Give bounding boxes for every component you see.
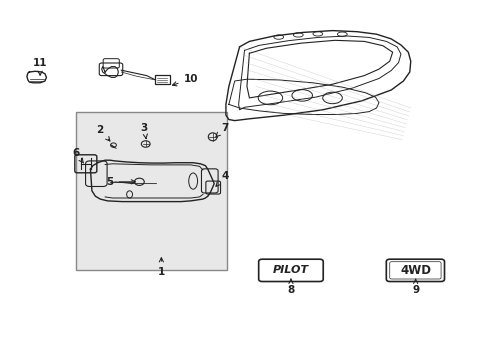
Text: 3: 3 xyxy=(141,123,147,139)
Text: 1: 1 xyxy=(158,258,164,277)
Text: 2: 2 xyxy=(97,125,110,141)
Text: 4: 4 xyxy=(216,171,228,186)
Text: 5: 5 xyxy=(106,177,135,187)
FancyBboxPatch shape xyxy=(76,112,227,270)
Text: 6: 6 xyxy=(72,148,83,163)
Text: 9: 9 xyxy=(411,279,418,295)
Polygon shape xyxy=(27,71,46,83)
Text: 11: 11 xyxy=(33,58,47,75)
Text: 8: 8 xyxy=(287,279,294,295)
Polygon shape xyxy=(246,40,392,98)
Text: PILOT: PILOT xyxy=(272,265,308,275)
Text: 4WD: 4WD xyxy=(399,264,430,277)
Text: 10: 10 xyxy=(172,74,198,86)
Text: 7: 7 xyxy=(216,123,228,137)
